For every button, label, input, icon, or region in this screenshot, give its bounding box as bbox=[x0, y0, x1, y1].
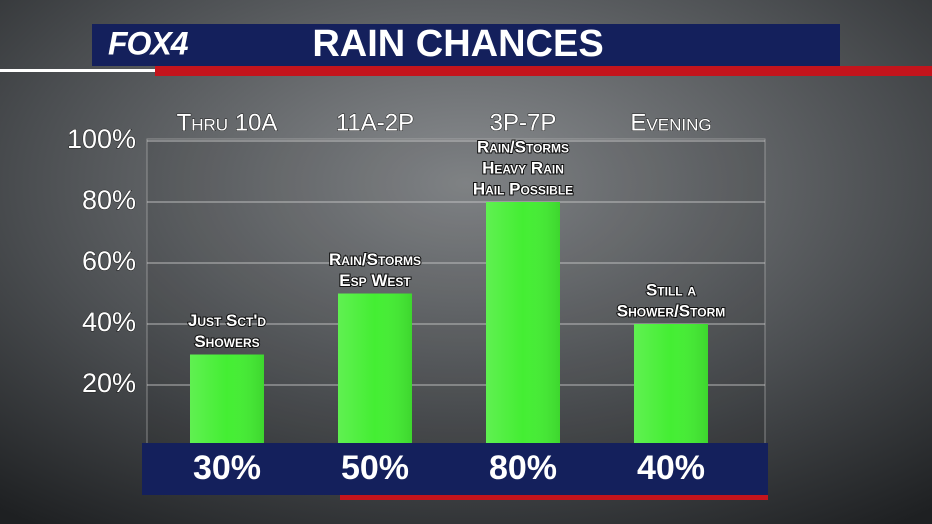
chart-title: RAIN CHANCES bbox=[312, 23, 603, 65]
logo: FOX4 bbox=[108, 25, 189, 61]
value-label: 50% bbox=[341, 449, 409, 487]
annotation: Just Sct'd bbox=[188, 311, 267, 330]
y-tick-label: 80% bbox=[82, 185, 136, 215]
annotation: Showers bbox=[194, 332, 259, 351]
header-red-rule bbox=[155, 66, 932, 76]
bar-shade bbox=[634, 324, 708, 446]
x-tick-label: 3P-7P bbox=[490, 109, 557, 136]
annotation: Esp West bbox=[339, 271, 411, 290]
y-tick-label: 40% bbox=[82, 307, 136, 337]
value-band bbox=[142, 443, 768, 495]
y-tick-label: 100% bbox=[67, 124, 136, 154]
x-tick-label: Evening bbox=[630, 109, 711, 136]
y-tick-label: 20% bbox=[82, 368, 136, 398]
value-label: 80% bbox=[489, 449, 557, 487]
annotation: Rain/Storms bbox=[329, 250, 421, 269]
header-bar bbox=[92, 24, 840, 66]
annotation: Still a bbox=[646, 280, 696, 299]
header-white-rule bbox=[0, 69, 156, 72]
value-band-rule bbox=[340, 495, 768, 500]
y-tick-label: 60% bbox=[82, 246, 136, 276]
annotation: Hail Possible bbox=[473, 179, 573, 198]
value-label: 40% bbox=[637, 449, 705, 487]
bar-shade bbox=[486, 202, 560, 446]
bar-shade bbox=[190, 354, 264, 446]
annotation: Shower/Storm bbox=[617, 301, 726, 320]
x-tick-label: 11A-2P bbox=[336, 109, 414, 136]
annotation: Rain/Storms bbox=[477, 137, 569, 156]
value-label: 30% bbox=[193, 449, 261, 487]
annotation: Heavy Rain bbox=[482, 158, 564, 177]
bar-shade bbox=[338, 293, 412, 446]
x-tick-label: Thru 10A bbox=[177, 109, 278, 136]
